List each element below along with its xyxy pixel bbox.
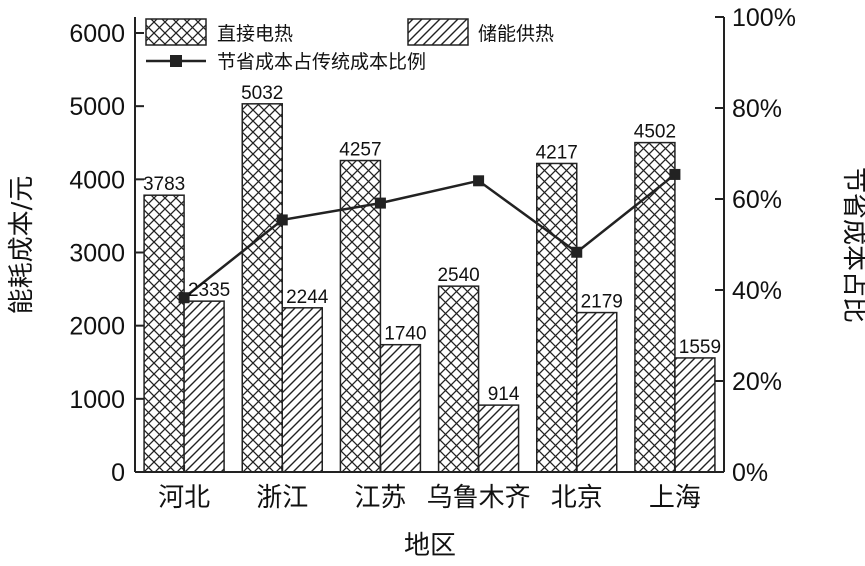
savings-ratio-point <box>571 246 583 258</box>
x-tick-label: 乌鲁木齐 <box>427 483 531 513</box>
bar-data-label: 4217 <box>536 142 578 163</box>
bar-data-label: 2335 <box>188 280 230 301</box>
y-tick-label: 0 <box>111 459 125 487</box>
y2-tick-label: 20% <box>732 368 782 396</box>
bar-storage-heating <box>379 343 422 473</box>
bar-data-label: 2244 <box>286 287 329 308</box>
savings-ratio-point <box>374 197 386 209</box>
x-axis-title: 地区 <box>404 531 456 561</box>
bar-data-label: 1740 <box>384 324 426 345</box>
data-labels-layer: 3783 2335 5032 2244 4257 1740 2540 914 4217 2179 4… <box>143 83 721 405</box>
y2-tick-label: 80% <box>732 95 782 123</box>
y-tick-label: 4000 <box>69 166 125 194</box>
bar-storage-heating <box>183 300 225 473</box>
x-tick-label: 北京 <box>551 483 603 513</box>
bar-data-label: 4502 <box>634 122 676 143</box>
bar-direct-heating <box>634 141 676 473</box>
x-tick-label: 上海 <box>649 483 701 513</box>
x-tick-label: 河北 <box>158 483 210 513</box>
savings-ratio-point <box>276 214 288 226</box>
bar-direct-heating <box>143 194 185 473</box>
savings-ratio-point <box>178 292 190 304</box>
y2-tick-label: 100% <box>732 4 796 32</box>
bar-direct-heating <box>437 285 480 473</box>
y-axis-title: 能耗成本/元 <box>7 176 37 315</box>
bar-storage-heating <box>281 307 323 473</box>
y-tick-label: 2000 <box>69 313 125 341</box>
legend-label-storage-heating: 储能供热 <box>478 23 554 45</box>
bar-storage-heating <box>576 311 618 473</box>
y2-axis-title: 节省成本占比 <box>839 167 865 323</box>
bar-data-label: 5032 <box>241 83 283 104</box>
y2-tick-label: 60% <box>732 186 782 214</box>
y-tick-label: 6000 <box>69 20 125 48</box>
legend-swatch-direct-heating <box>145 18 207 46</box>
y2-tick-label: 40% <box>732 277 782 305</box>
legend-label-savings-ratio: 节省成本占传统成本比例 <box>217 51 426 73</box>
ratio-line-layer <box>178 168 681 304</box>
bar-data-label: 914 <box>488 384 520 405</box>
bar-data-label: 1559 <box>679 337 721 358</box>
savings-ratio-point <box>473 175 485 187</box>
savings-ratio-line <box>183 173 676 299</box>
ticks-layer: 河北 浙江 江苏 乌鲁木齐 北京 上海 0 1000 2000 3000 4000 5000 6000 0… <box>69 4 796 513</box>
bar-data-label: 3783 <box>143 174 185 195</box>
legend-label-direct-heating: 直接电热 <box>217 23 293 45</box>
bar-storage-heating <box>674 357 716 473</box>
bar-storage-heating <box>477 404 520 473</box>
y-tick-label: 1000 <box>69 386 125 414</box>
legend-swatch-storage-heating <box>407 18 469 46</box>
legend-marker-savings-ratio <box>170 55 182 67</box>
y-tick-label: 3000 <box>69 240 125 268</box>
bar-direct-heating <box>536 162 578 473</box>
bar-data-label: 4257 <box>339 140 381 161</box>
x-tick-label: 江苏 <box>354 483 406 513</box>
bar-direct-heating <box>241 103 283 473</box>
bar-data-label: 2179 <box>581 292 623 313</box>
y-tick-label: 5000 <box>69 93 125 121</box>
x-tick-label: 浙江 <box>256 483 308 513</box>
savings-ratio-point <box>669 168 681 180</box>
bar-data-label: 2540 <box>437 265 479 286</box>
legend: 直接电热 储能供热 节省成本占传统成本比例 <box>145 18 554 73</box>
y2-tick-label: 0% <box>732 459 768 487</box>
bars-layer <box>143 103 716 473</box>
